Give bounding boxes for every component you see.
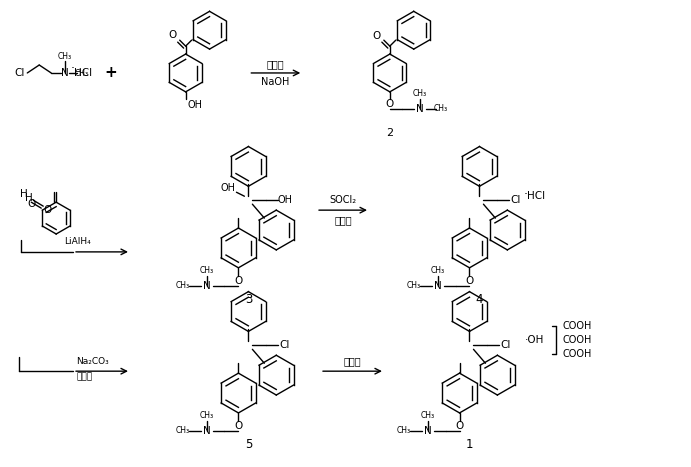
Text: 催化剂: 催化剂: [267, 59, 284, 69]
Text: Cl: Cl: [279, 340, 290, 350]
Text: Cl: Cl: [510, 195, 520, 205]
Text: CH₃: CH₃: [75, 70, 89, 78]
Text: CH₃: CH₃: [413, 89, 427, 99]
Text: CH₃: CH₃: [58, 51, 72, 61]
Text: OH: OH: [188, 100, 202, 110]
Text: COOH: COOH: [562, 349, 591, 359]
Text: N: N: [416, 104, 424, 114]
Text: 重结晶: 重结晶: [76, 373, 92, 382]
Text: CH₃: CH₃: [176, 426, 190, 435]
Text: N: N: [434, 281, 442, 290]
Text: O: O: [465, 276, 473, 286]
Text: HCl: HCl: [527, 191, 545, 201]
Text: CH₃: CH₃: [200, 266, 214, 275]
Text: O: O: [234, 421, 243, 431]
Text: CH₃: CH₃: [200, 411, 214, 420]
Text: 1: 1: [466, 438, 473, 451]
Text: N: N: [202, 426, 211, 436]
Text: CH₃: CH₃: [407, 281, 421, 290]
Text: Na₂CO₃: Na₂CO₃: [76, 357, 109, 366]
Text: 5: 5: [245, 438, 252, 451]
Text: OH: OH: [221, 183, 236, 193]
Text: O: O: [27, 199, 35, 209]
Text: O: O: [234, 276, 243, 286]
Text: 催化剂: 催化剂: [334, 215, 352, 225]
Text: H: H: [26, 193, 33, 203]
Text: Cl: Cl: [500, 340, 511, 350]
Text: N: N: [424, 426, 432, 436]
Text: 4: 4: [475, 293, 483, 306]
Text: CH₃: CH₃: [176, 281, 190, 290]
Text: 2: 2: [386, 127, 393, 138]
Text: COOH: COOH: [562, 335, 591, 346]
Text: O: O: [455, 421, 464, 431]
Text: CH₃: CH₃: [430, 266, 445, 275]
Text: CH₃: CH₃: [397, 426, 411, 435]
Text: ·: ·: [523, 188, 527, 201]
Text: ·OH: ·OH: [524, 335, 544, 346]
Text: O: O: [43, 205, 51, 215]
Text: CH₃: CH₃: [433, 104, 448, 113]
Text: O: O: [372, 31, 381, 41]
Text: Cl: Cl: [14, 68, 24, 78]
Text: O: O: [386, 99, 394, 109]
Text: ·: ·: [71, 63, 75, 76]
Text: OH: OH: [278, 195, 293, 205]
Text: LiAlH₄: LiAlH₄: [64, 237, 91, 247]
Text: NaOH: NaOH: [261, 77, 290, 87]
Text: HCl: HCl: [74, 68, 92, 78]
Text: SOCl₂: SOCl₂: [330, 195, 357, 205]
Text: +: +: [104, 65, 117, 80]
Text: N: N: [202, 281, 211, 290]
Text: COOH: COOH: [562, 321, 591, 332]
Text: N: N: [61, 68, 69, 78]
Text: O: O: [169, 30, 177, 40]
Text: 3: 3: [245, 293, 252, 306]
Text: H: H: [21, 189, 28, 199]
Text: 枸橼酸: 枸橼酸: [343, 356, 361, 366]
Text: CH₃: CH₃: [421, 411, 435, 420]
